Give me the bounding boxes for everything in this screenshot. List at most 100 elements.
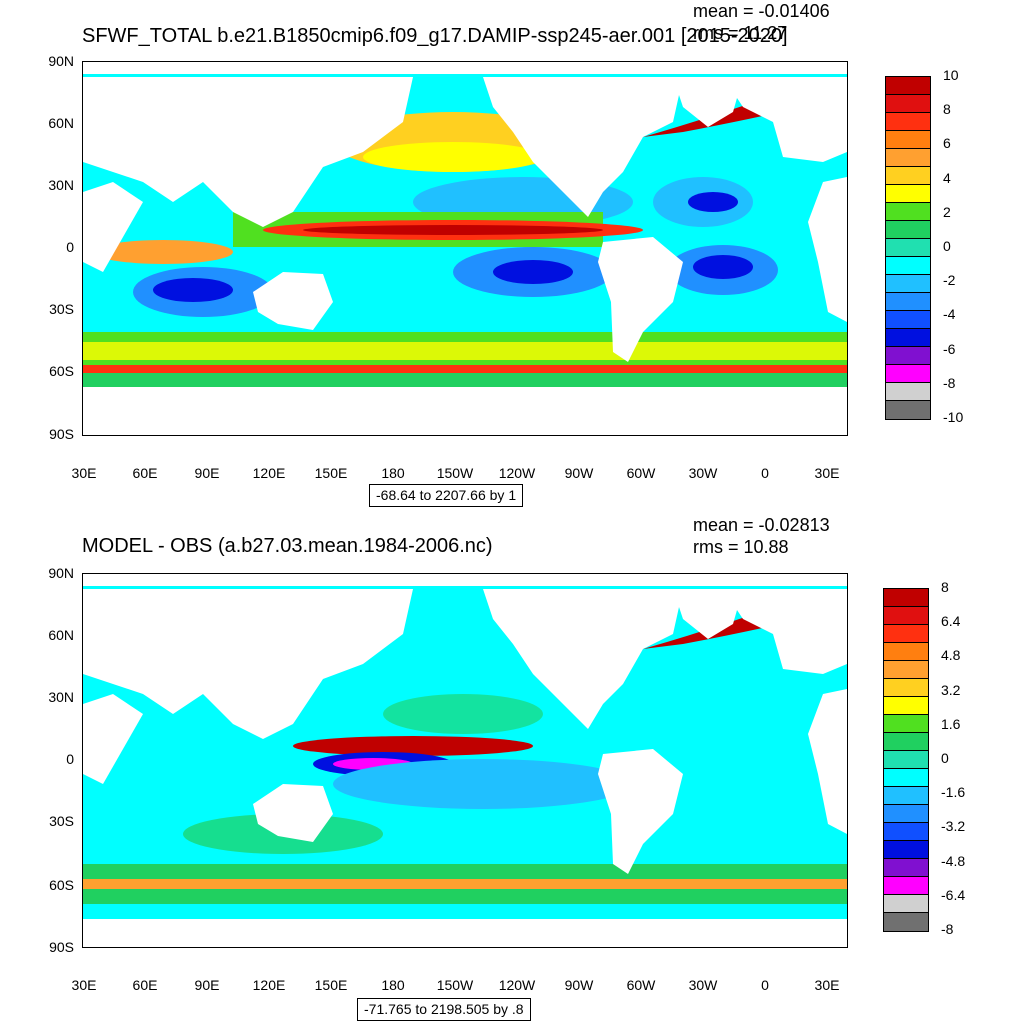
lon-label: 180 [381,465,405,481]
colorbar-label: -1.6 [941,784,966,801]
colorbar-label: 2 [943,203,951,220]
lon-label: 120E [252,465,286,481]
colorbar-segment [886,311,930,329]
contour-range-label: -71.765 to 2198.505 by .8 [357,998,531,1022]
map-plot-area [82,61,848,436]
colorbar-label: 8 [941,579,949,595]
colorbar-segment [886,329,930,347]
rms-stat: rms = 11.27 [693,23,788,43]
colorbar-segment [884,913,928,931]
map-title: SFWF_TOTAL b.e21.B1850cmip6.f09_g17.DAMI… [82,25,788,47]
lon-label: 60W [626,977,656,993]
lat-label: 90S [49,426,74,442]
colorbar-label: -3.2 [941,818,966,835]
colorbar-label: -4.8 [941,852,966,869]
colorbar-segment [886,77,930,95]
colorbar-label: 0 [941,750,949,766]
lon-label: 150W [436,465,474,481]
top-map-panel: SFWF_TOTAL b.e21.B1850cmip6.f09_g17.DAMI… [48,1,964,508]
lon-label: 90W [564,977,594,993]
lat-label: 0 [66,751,74,767]
colorbar-segment [884,877,928,895]
colorbar [883,588,929,932]
colorbar-label: 8 [943,101,951,118]
colorbar-segment [884,841,928,859]
colorbar-label: -10 [943,409,964,425]
colorbar-segment [884,589,928,607]
colorbar-label: -2 [943,272,956,289]
colorbar-label: 4 [943,169,951,186]
colorbar-segment [884,607,928,625]
colorbar-label: 0 [943,238,951,254]
colorbar-segment [886,293,930,311]
lon-label: 150E [314,977,348,993]
mean-stat: mean = -0.02813 [693,515,830,535]
lon-label: 120W [498,977,536,993]
lon-label: 30W [688,465,718,481]
colorbar-segment [884,661,928,679]
model-obs-map [83,574,847,947]
lon-label: 120W [498,465,536,481]
lat-label: 30S [49,813,74,829]
mean-stat: mean = -0.01406 [693,1,830,21]
colorbar-label: 10 [943,67,959,83]
colorbar-label: -6.4 [941,886,966,903]
lon-label: 150W [436,977,474,993]
colorbar-label: -6 [943,340,956,357]
sfwf-map [83,62,847,435]
colorbar-segment [886,113,930,131]
colorbar-segment [886,221,930,239]
colorbar-segment [884,733,928,751]
colorbar-label: 6.4 [941,613,961,630]
colorbar-segment [886,149,930,167]
colorbar-segment [886,365,930,383]
lon-label: 30W [688,977,718,993]
colorbar-segment [884,625,928,643]
lon-label: 90E [194,977,220,993]
colorbar-segment [886,383,930,401]
lon-label: 30E [814,465,840,481]
lon-label: 0 [761,977,769,993]
colorbar-segment [884,859,928,877]
lon-label: 90E [194,465,220,481]
colorbar-segment [884,769,928,787]
lat-label: 30N [48,177,74,193]
colorbar-segment [884,697,928,715]
colorbar-segment [886,257,930,275]
colorbar-segment [884,751,928,769]
colorbar-label: -4 [943,306,956,323]
colorbar-segment [886,275,930,293]
colorbar-segment [884,895,928,913]
lat-label: 60N [48,115,74,131]
colorbar-segment [884,823,928,841]
colorbar-segment [884,643,928,661]
colorbar-label: -8 [941,921,954,937]
colorbar-segment [886,167,930,185]
map-plot-area [82,573,848,948]
lat-label: 30S [49,301,74,317]
colorbar-segment [886,347,930,365]
colorbar-segment [884,679,928,697]
lat-label: 60S [49,877,74,893]
contour-range-label: -68.64 to 2207.66 by 1 [369,484,524,508]
lon-label: 60E [132,465,158,481]
colorbar [885,76,931,420]
colorbar-segment [886,401,930,419]
lon-label: 90W [564,465,594,481]
colorbar-segment [886,95,930,113]
lon-label: 30E [71,977,97,993]
lat-label: 0 [66,239,74,255]
colorbar-segment [884,805,928,823]
colorbar-segment [884,787,928,805]
bottom-map-panel: MODEL - OBS (a.b27.03.mean.1984-2006.nc)… [0,512,1024,1024]
colorbar-label: 4.8 [941,647,961,664]
lon-label: 30E [814,977,840,993]
lat-label: 60N [48,627,74,643]
colorbar-label: 6 [943,135,951,152]
lon-label: 60W [626,465,656,481]
colorbar-label: 3.2 [941,681,961,698]
rms-stat: rms = 10.88 [693,537,789,557]
colorbar-segment [886,203,930,221]
lon-label: 150E [314,465,348,481]
colorbar-segment [884,715,928,733]
